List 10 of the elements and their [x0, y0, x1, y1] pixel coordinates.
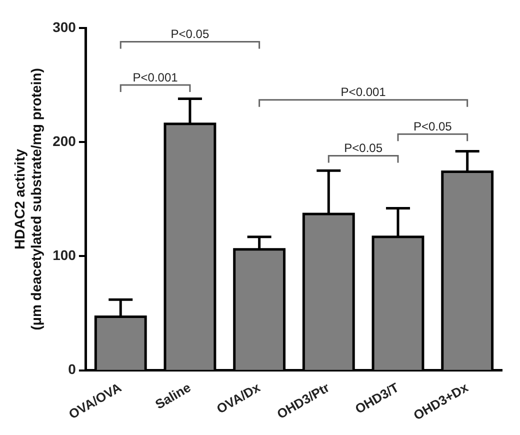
y-tick-label: 200 [52, 132, 76, 149]
annotation: P<0.05 [413, 119, 452, 134]
y-tick-label: 0 [68, 361, 76, 378]
annotation: P<0.001 [340, 85, 386, 100]
annotation: P<0.001 [132, 70, 178, 84]
y-tick-label: 300 [52, 18, 76, 35]
annotation: P<0.05 [344, 141, 383, 156]
y-tick-label: 100 [52, 247, 76, 264]
annotation: P<0.05 [170, 27, 210, 42]
y-axis-title: HDAC2 activity (μm deacetylated substrate/mg protein) [11, 68, 44, 330]
